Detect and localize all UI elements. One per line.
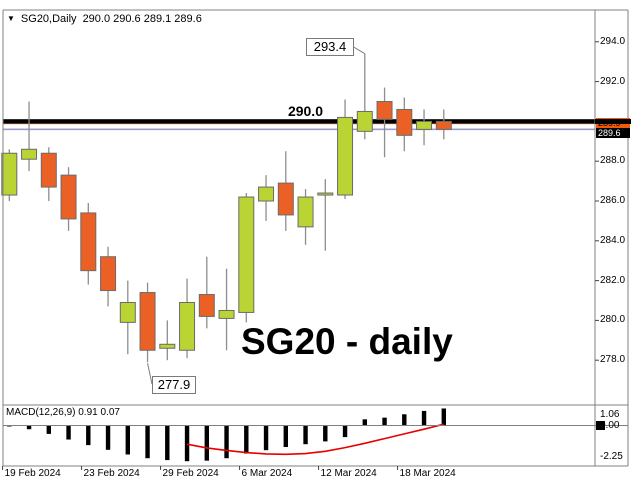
macd-axis-zero-label: 0.00 bbox=[600, 419, 620, 431]
last-price-line bbox=[3, 128, 595, 131]
macd-histogram-bar bbox=[46, 425, 51, 434]
last-price-box: 289.6 bbox=[596, 128, 630, 139]
candle-body-up bbox=[238, 196, 255, 313]
macd-histogram-bar bbox=[26, 425, 32, 430]
date-axis-label: 18 Mar 2024 bbox=[399, 468, 456, 479]
candle-body-up bbox=[159, 343, 176, 349]
macd-histogram-bar bbox=[165, 425, 170, 461]
date-axis-label: 19 Feb 2024 bbox=[4, 468, 61, 479]
high-callout-connector bbox=[351, 45, 366, 55]
candle-body-up bbox=[119, 301, 136, 323]
price-axis-label: 292.0 bbox=[600, 75, 626, 87]
macd-histogram-bar bbox=[323, 425, 328, 442]
candle-body-down bbox=[100, 256, 117, 292]
date-axis-label: 12 Mar 2024 bbox=[320, 468, 377, 479]
macd-histogram-bar bbox=[421, 410, 427, 426]
ohlc-quote-label: 290.0 290.6 289.1 289.6 bbox=[82, 13, 202, 25]
candle-body-down bbox=[277, 182, 294, 216]
symbol-period-label: SG20,Daily bbox=[20, 13, 77, 25]
price-axis-label: 288.0 bbox=[600, 155, 626, 167]
chart-header: ▼ SG20,Daily 290.0 290.6 289.1 289.6 bbox=[7, 13, 202, 25]
macd-histogram-bar bbox=[244, 425, 249, 454]
level-line-over-axis bbox=[595, 119, 631, 124]
macd-histogram-bar bbox=[145, 425, 150, 459]
macd-histogram-bar bbox=[402, 414, 407, 426]
macd-axis-upper-label: 1.06 bbox=[600, 409, 620, 420]
macd-histogram-bar bbox=[224, 425, 229, 459]
candle-body-down bbox=[376, 101, 393, 120]
date-axis-label: 6 Mar 2024 bbox=[241, 468, 293, 479]
high-price-callout: 293.4 bbox=[306, 38, 354, 56]
price-axis-label: 286.0 bbox=[600, 195, 626, 206]
candle-body-up bbox=[337, 116, 354, 196]
collapse-chart-icon[interactable]: ▼ bbox=[7, 14, 15, 23]
macd-histogram-bar bbox=[263, 425, 269, 451]
macd-current-value-marker bbox=[596, 421, 605, 430]
candle-body-down bbox=[40, 152, 57, 188]
candle-body-down bbox=[396, 108, 413, 136]
candle-body-up bbox=[179, 301, 196, 351]
price-axis-label: 284.0 bbox=[600, 234, 626, 246]
candle-body-up bbox=[218, 309, 235, 319]
low-price-callout: 277.9 bbox=[152, 376, 196, 394]
price-axis-label: 278.0 bbox=[600, 354, 626, 366]
date-axis-label: 23 Feb 2024 bbox=[83, 468, 140, 479]
price-axis-label: 280.0 bbox=[600, 314, 626, 326]
date-axis-label: 29 Feb 2024 bbox=[162, 468, 219, 479]
candle-body-down bbox=[139, 292, 156, 351]
price-axis-label: 282.0 bbox=[600, 274, 626, 286]
candle-body-up bbox=[21, 148, 38, 160]
price-axis-label: 294.0 bbox=[600, 35, 626, 47]
macd-histogram-bar bbox=[303, 425, 308, 445]
macd-axis-lower-label: -2.25 bbox=[600, 451, 623, 462]
macd-indicator-label: MACD(12,26,9) 0.91 0.07 bbox=[6, 407, 120, 418]
macd-histogram-bar bbox=[66, 425, 71, 440]
macd-signal-line bbox=[186, 423, 444, 456]
candle-body-up bbox=[258, 186, 275, 202]
macd-histogram-bar bbox=[184, 425, 190, 462]
candle-body-up bbox=[317, 192, 334, 196]
macd-histogram-bar bbox=[283, 425, 288, 448]
macd-histogram-bar bbox=[342, 425, 348, 438]
low-callout-connector bbox=[147, 363, 153, 385]
candle-body-up bbox=[356, 110, 373, 132]
candle-body-up bbox=[1, 152, 18, 196]
level-290-label: 290.0 bbox=[287, 103, 323, 119]
macd-histogram-bar bbox=[441, 408, 446, 426]
resistance-level-line bbox=[3, 119, 631, 124]
macd-histogram-bar bbox=[125, 425, 130, 455]
candle-body-down bbox=[198, 294, 215, 317]
macd-histogram-bar bbox=[204, 425, 209, 461]
macd-histogram-bar bbox=[382, 417, 387, 426]
macd-histogram-bar bbox=[105, 425, 111, 450]
chart-watermark: SG20 - daily bbox=[241, 321, 453, 362]
candle-body-down bbox=[80, 212, 97, 272]
macd-histogram-bar bbox=[86, 425, 91, 446]
candle-body-up bbox=[297, 196, 314, 228]
candle-body-up bbox=[416, 120, 433, 130]
candle-body-down bbox=[60, 174, 77, 220]
candle-body-down bbox=[435, 120, 452, 130]
macd-histogram-bar bbox=[362, 419, 367, 426]
